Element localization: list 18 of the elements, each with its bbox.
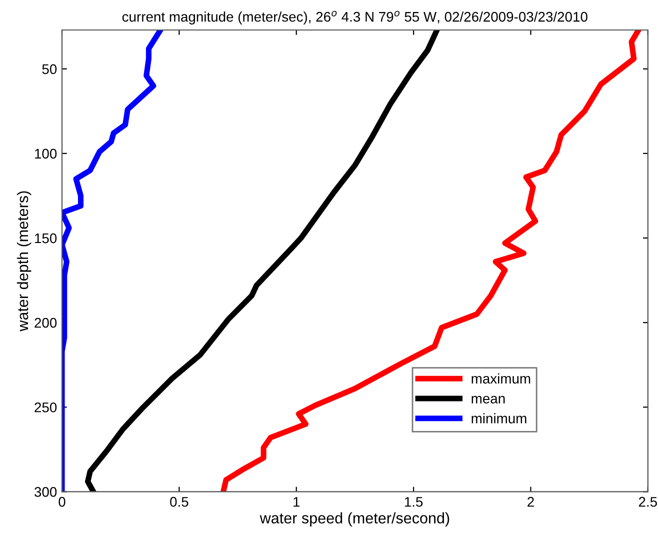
- y-tick-label: 300: [34, 487, 57, 497]
- legend-label: mean: [472, 396, 505, 404]
- legend-label: minimum: [472, 413, 526, 424]
- y-tick-label: 150: [35, 233, 57, 244]
- y-tick-label: 200: [34, 318, 57, 328]
- x-tick-label: 2: [528, 496, 534, 507]
- x-tick-label: 0.5: [170, 496, 188, 507]
- x-axis-title: water speed (meter/second): [260, 512, 450, 527]
- x-tick-label: 2.5: [638, 496, 657, 507]
- x-tick-label: 0: [58, 496, 66, 507]
- chart-title: current magnitude (meter/sec), 26$^{o}$ 4.3 N 79$^{o}$ 55 W, 02/26/2009-03/23/2010: [122, 10, 588, 24]
- y-axis-title: water depth (meters): [16, 191, 32, 332]
- y-tick-label: 250: [34, 402, 57, 412]
- y-tick-label: 100: [35, 148, 57, 159]
- x-tick-label: 1: [294, 497, 300, 507]
- legend-label: maximum: [472, 373, 530, 384]
- y-tick-label: 50: [42, 64, 57, 74]
- x-tick-label: 1.5: [404, 497, 423, 507]
